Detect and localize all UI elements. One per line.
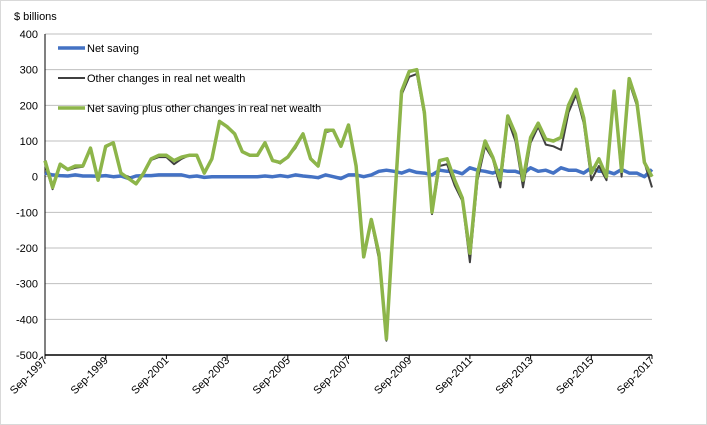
x-tick-label: Sep-2005 [251,355,293,397]
y-tick-label: -100 [16,207,38,219]
x-tick-label: Sep-2017 [615,355,657,397]
x-tick-label: Sep-2013 [493,355,535,397]
y-tick-label: 100 [20,136,38,148]
series-lines [43,67,654,342]
y-tick-label: -400 [16,314,38,326]
x-tick-label: Sep-2015 [554,355,596,397]
x-tick-label: Sep-2009 [372,355,414,397]
x-tick-label: Sep-2007 [311,355,353,397]
series-line-2 [43,67,654,341]
series-line-0 [44,166,654,181]
y-tick-label: 200 [20,100,38,112]
x-tick-label: Sep-2001 [129,355,171,397]
legend-label: Other changes in real net wealth [87,73,245,85]
y-tick-label: -200 [16,243,38,255]
y-tick-label: -300 [16,279,38,291]
x-tick-label: Sep-2011 [433,355,475,397]
legend-label: Net saving plus other changes in real ne… [87,103,321,115]
legend-label: Net saving [87,43,139,55]
y-tick-label: 300 [20,65,38,77]
y-tick-label: -500 [16,350,38,362]
x-tick-label: Sep-2003 [190,355,232,397]
x-tick-labels: Sep-1997 Sep-1999 Sep-2001 Sep-2003 Sep-2005… [8,355,657,397]
y-axis-label: $ billions [14,11,57,23]
x-tick-label: Sep-1999 [69,355,111,397]
y-tick-labels: 400 300 200 100 0 -100 -200 -300 -400 -500 [16,29,38,362]
y-tick-label: 0 [32,172,38,184]
y-tick-label: 400 [20,29,38,41]
legend: Net saving Other changes in real net weal… [58,43,321,115]
